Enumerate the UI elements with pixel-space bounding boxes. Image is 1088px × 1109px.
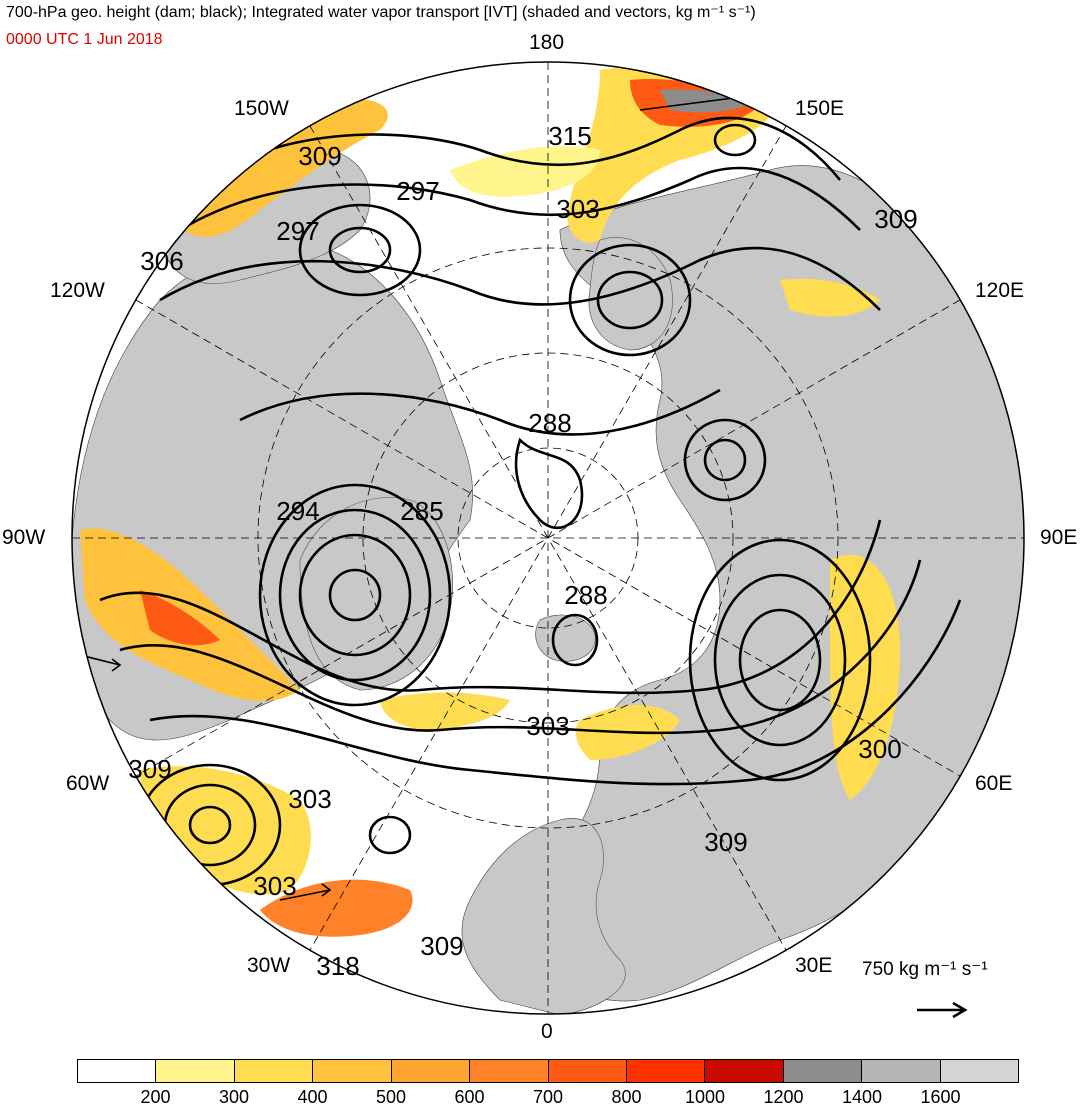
figure-title: 700-hPa geo. height (dam; black); Integr…	[6, 4, 756, 21]
contour-label: 318	[316, 951, 359, 981]
lon-label-30w: 30W	[247, 954, 291, 977]
ivt-plume-alaska	[170, 99, 388, 237]
lon-label-150e: 150E	[795, 97, 845, 120]
contour-label: 303	[288, 784, 331, 814]
colorbar-segment	[940, 1060, 1019, 1082]
reference-vector-arrow	[917, 1001, 968, 1019]
lon-label-90e: 90E	[1040, 526, 1078, 549]
contour-label: 309	[420, 931, 463, 961]
colorbar-tick-label: 300	[218, 1087, 250, 1107]
ivt-plume-subtropical	[260, 879, 413, 937]
colorbar-tick-label: 700	[532, 1087, 564, 1107]
colorbar-segment	[313, 1060, 392, 1082]
colorbar-segment	[626, 1060, 706, 1082]
contour-label: 306	[140, 246, 183, 276]
colorbar-segment	[862, 1060, 941, 1082]
graticule	[72, 62, 1024, 1014]
contour-label: 288	[564, 580, 607, 610]
lon-label-90w: 90W	[2, 526, 46, 549]
colorbar-tick-label: 1200	[763, 1087, 804, 1107]
colorbar-tick-label: 1000	[684, 1087, 726, 1107]
colorbar-segment	[156, 1060, 235, 1082]
colorbar-tick-label: 1600	[920, 1087, 961, 1107]
contour-label: 297	[276, 216, 319, 246]
colorbar-tick-label: 1400	[841, 1087, 883, 1107]
ivt-plume-northatlantic	[140, 766, 311, 895]
map-boundary	[71, 61, 1025, 1015]
colorbar-segment	[470, 1060, 549, 1082]
lon-label-180: 180	[529, 31, 565, 54]
contour-label: 297	[396, 176, 439, 206]
contour-label: 300	[858, 734, 901, 764]
contour-label: 288	[528, 408, 571, 438]
colorbar-segment	[705, 1060, 784, 1082]
lon-label-120w: 120W	[50, 279, 105, 302]
colorbar-tick-label: 400	[297, 1087, 328, 1107]
colorbar	[77, 1059, 1019, 1083]
ivt-plume-greenland-sea	[380, 692, 510, 730]
lon-label-60e: 60E	[975, 772, 1013, 795]
height-contours	[99, 116, 962, 887]
colorbar-segment	[78, 1060, 157, 1082]
reference-vector-label: 750 kg m⁻¹ s⁻¹	[862, 959, 988, 980]
colorbar-tick-label: 500	[375, 1087, 407, 1107]
contour-label: 303	[526, 711, 569, 741]
colorbar-tick-label: 200	[140, 1087, 171, 1107]
colorbar-tick-label: 600	[454, 1087, 485, 1107]
contour-label: 309	[874, 204, 917, 234]
lon-label-120e: 120E	[975, 279, 1025, 302]
colorbar-segment	[548, 1060, 627, 1082]
contour-label: 309	[128, 754, 171, 784]
contour-label: 309	[704, 827, 747, 857]
colorbar-segment	[783, 1060, 863, 1082]
colorbar-tick-label: 800	[611, 1087, 642, 1107]
lon-label-150w: 150W	[234, 97, 289, 120]
ivt-plume-pacific	[450, 146, 600, 197]
ivt-plume-atlantic-core	[140, 590, 220, 646]
colorbar-ticks: 200 300 400 500 600 700 800 1000 1200 1400 1600	[77, 1087, 1019, 1109]
lon-label-30e: 30E	[795, 954, 833, 977]
lon-label-60w: 60W	[66, 772, 110, 795]
contour-label: 303	[556, 194, 599, 224]
contour-labels: 315 297 309 297 306 303 309 288 294 285 …	[128, 121, 917, 981]
colorbar-segment	[234, 1060, 314, 1082]
contour-label: 315	[548, 121, 591, 151]
contour-label: 294	[276, 496, 319, 526]
valid-time: 0000 UTC 1 Jun 2018	[6, 31, 163, 48]
ivt-plume-atlantic-west	[80, 528, 300, 701]
contour-label: 285	[400, 496, 443, 526]
lon-label-0: 0	[541, 1020, 553, 1043]
contour-label: 303	[253, 871, 296, 901]
colorbar-segment	[391, 1060, 471, 1082]
contour-label: 309	[298, 141, 341, 171]
